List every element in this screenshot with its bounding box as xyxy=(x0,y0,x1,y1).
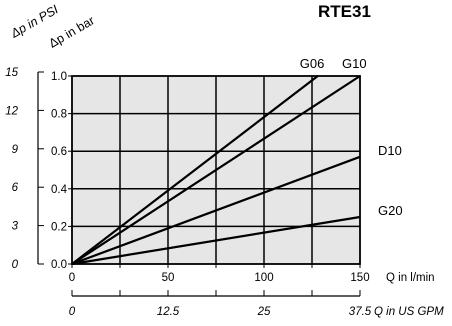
psi-tick-label: 0 xyxy=(12,259,19,271)
bar-axis-label: Δp in bar xyxy=(47,13,97,50)
series-line-g20 xyxy=(71,215,361,266)
x-tick-label: 150 xyxy=(350,272,369,284)
y-tick-label: 0.6 xyxy=(51,146,67,158)
x-axis-label: Q in l/min xyxy=(386,272,435,284)
y-tick-label: 0.0 xyxy=(51,259,67,271)
x-tick-label: 100 xyxy=(254,272,273,284)
gpm-tick-label: 0 xyxy=(69,306,76,318)
psi-tick-label: 15 xyxy=(5,67,18,79)
series-label-g06: G06 xyxy=(300,56,325,71)
series-line-g10 xyxy=(71,75,361,265)
gpm-tick-label: 37.5 xyxy=(349,306,372,318)
psi-tick-label: 9 xyxy=(12,144,19,156)
psi-tick-label: 6 xyxy=(12,182,19,194)
series-label-g10: G10 xyxy=(342,56,367,71)
y-tick-label: 1.0 xyxy=(51,71,67,83)
x-tick-label: 50 xyxy=(162,272,175,284)
chart-title: RTE31 xyxy=(318,2,371,21)
psi-tick-label: 12 xyxy=(5,105,18,117)
gpm-tick-label: 25 xyxy=(257,306,271,318)
x-tick-label: 0 xyxy=(69,272,75,284)
y-tick-label: 0.4 xyxy=(51,184,68,196)
gpm-tick-label: 12.5 xyxy=(157,306,180,318)
series-label-g20: G20 xyxy=(378,203,403,218)
psi-tick-label: 3 xyxy=(12,221,19,233)
gpm-axis-label: Q in US GPM xyxy=(374,306,444,318)
series-line-g06 xyxy=(71,75,319,265)
series-line-d10 xyxy=(71,155,361,266)
y-tick-label: 0.8 xyxy=(51,109,67,121)
series-label-d10: D10 xyxy=(378,143,402,158)
y-tick-label: 0.2 xyxy=(51,221,67,233)
